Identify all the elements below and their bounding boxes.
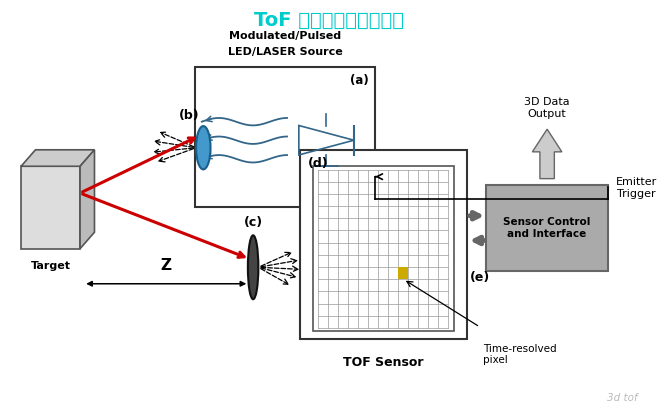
Text: ToF 模组工作原理示意图: ToF 模组工作原理示意图 [254,10,404,29]
Text: Modulated/Pulsed: Modulated/Pulsed [229,32,341,42]
Text: (e): (e) [470,271,490,284]
Text: Z: Z [161,259,172,273]
Text: Emitter
Trigger: Emitter Trigger [616,177,657,199]
Text: (b): (b) [179,109,199,122]
Ellipse shape [196,126,211,169]
Text: (d): (d) [307,157,328,170]
Polygon shape [80,150,95,249]
Text: Time-resolved
pixel: Time-resolved pixel [483,344,557,365]
Bar [21,166,80,249]
Text: (a): (a) [350,73,368,87]
Ellipse shape [248,235,258,299]
Text: TOF Sensor: TOF Sensor [343,356,424,369]
Polygon shape [532,129,562,178]
Text: 3d tof: 3d tof [606,393,637,403]
Text: LED/LASER Source: LED/LASER Source [227,46,342,57]
Polygon shape [21,150,95,166]
Bar [398,267,408,279]
Bar [313,166,454,331]
Bar [299,150,467,339]
Text: 3D Data
Output: 3D Data Output [524,97,570,119]
Text: (c): (c) [243,216,263,229]
Text: Sensor Control
and Interface: Sensor Control and Interface [504,217,591,239]
Text: Target: Target [31,261,71,271]
Bar [195,67,375,208]
FancyBboxPatch shape [486,185,608,271]
